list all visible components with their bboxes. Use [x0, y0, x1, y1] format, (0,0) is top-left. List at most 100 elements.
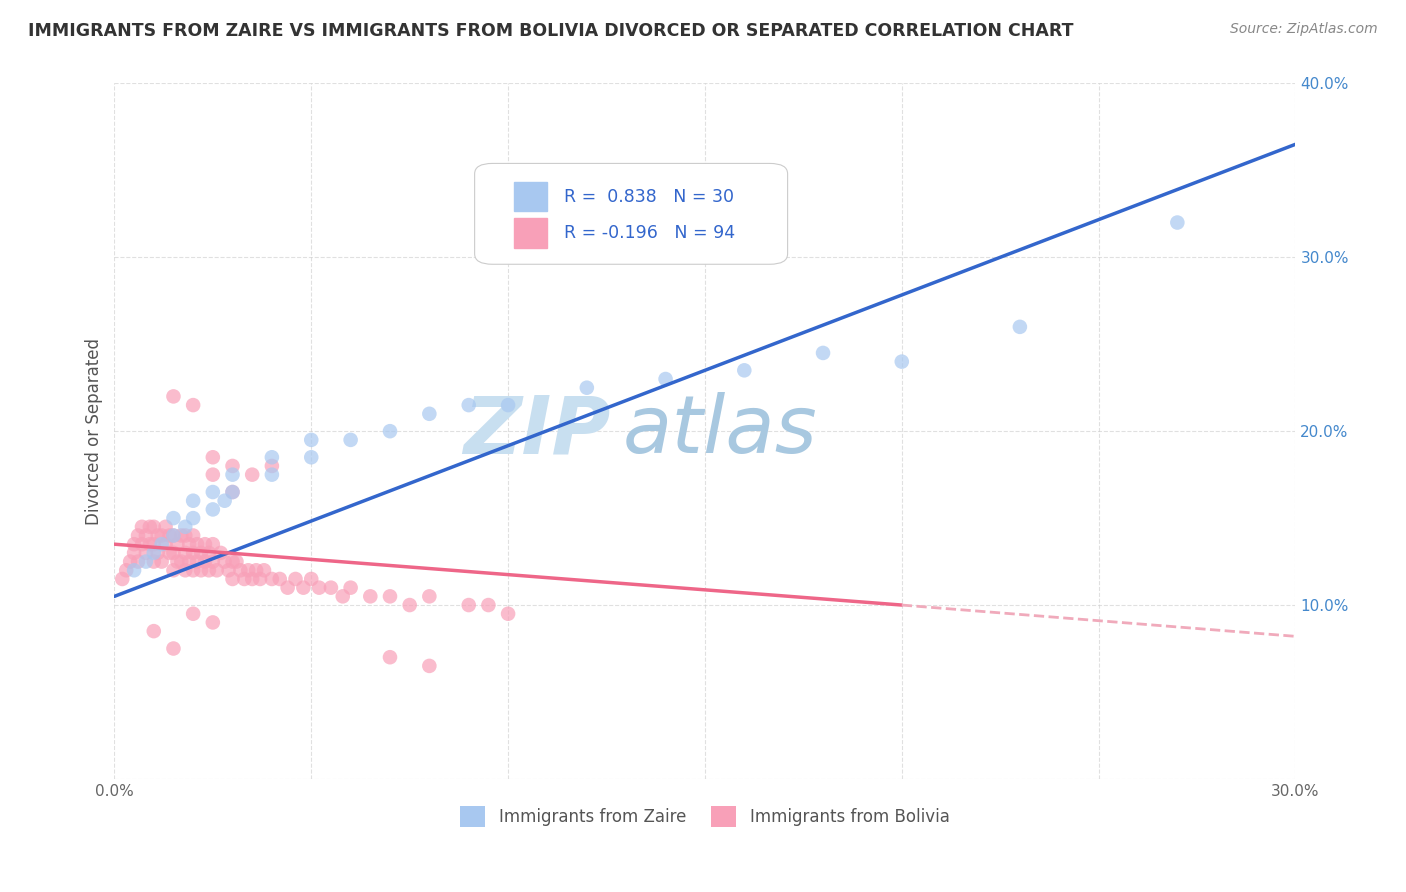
Point: [142, 555, 165, 569]
Y-axis label: Divorced or Separated: Divorced or Separated: [86, 338, 103, 524]
Point: [457, 598, 479, 612]
Point: [131, 520, 153, 534]
Point: [190, 563, 212, 577]
Point: [174, 520, 197, 534]
Point: [142, 624, 165, 639]
Point: [198, 563, 221, 577]
Point: [198, 546, 221, 560]
Point: [135, 555, 157, 569]
Text: R = -0.196   N = 94: R = -0.196 N = 94: [564, 224, 735, 242]
Point: [238, 563, 260, 577]
Point: [150, 555, 173, 569]
Point: [214, 493, 236, 508]
Point: [496, 607, 519, 621]
Point: [150, 537, 173, 551]
Point: [162, 563, 184, 577]
Point: [339, 581, 361, 595]
Point: [127, 528, 149, 542]
Point: [142, 520, 165, 534]
Point: [201, 615, 224, 630]
Point: [221, 458, 243, 473]
Point: [229, 563, 252, 577]
Point: [221, 467, 243, 482]
Point: [181, 546, 204, 560]
Point: [418, 407, 440, 421]
Point: [190, 546, 212, 560]
FancyBboxPatch shape: [513, 219, 547, 248]
Point: [209, 546, 232, 560]
Point: [221, 572, 243, 586]
Point: [418, 659, 440, 673]
Point: [378, 424, 401, 438]
Point: [260, 458, 283, 473]
Point: [139, 520, 162, 534]
Point: [319, 581, 342, 595]
Point: [221, 485, 243, 500]
Point: [181, 493, 204, 508]
Legend: Immigrants from Zaire, Immigrants from Bolivia: Immigrants from Zaire, Immigrants from B…: [454, 799, 956, 833]
Point: [159, 546, 181, 560]
Point: [1166, 215, 1188, 229]
Point: [155, 537, 177, 551]
Point: [162, 528, 184, 542]
Point: [308, 581, 330, 595]
Point: [477, 598, 499, 612]
Point: [299, 572, 322, 586]
Point: [457, 398, 479, 412]
Point: [135, 546, 157, 560]
Point: [201, 555, 224, 569]
Text: atlas: atlas: [623, 392, 817, 470]
Point: [181, 607, 204, 621]
Point: [162, 511, 184, 525]
Point: [146, 528, 169, 542]
Point: [260, 467, 283, 482]
Text: IMMIGRANTS FROM ZAIRE VS IMMIGRANTS FROM BOLIVIA DIVORCED OR SEPARATED CORRELATI: IMMIGRANTS FROM ZAIRE VS IMMIGRANTS FROM…: [28, 22, 1074, 40]
Point: [174, 563, 197, 577]
Point: [127, 555, 149, 569]
Point: [166, 537, 188, 551]
Point: [269, 572, 291, 586]
Point: [194, 555, 217, 569]
Point: [253, 563, 276, 577]
Point: [142, 546, 165, 560]
Point: [150, 528, 173, 542]
Point: [142, 537, 165, 551]
Point: [398, 598, 420, 612]
Point: [240, 572, 263, 586]
Point: [181, 563, 204, 577]
Point: [122, 563, 145, 577]
Point: [260, 450, 283, 465]
Point: [205, 563, 228, 577]
Point: [139, 537, 162, 551]
Point: [221, 555, 243, 569]
Point: [245, 563, 267, 577]
Point: [186, 555, 208, 569]
Point: [115, 563, 138, 577]
Point: [221, 485, 243, 500]
Point: [166, 555, 188, 569]
Point: [122, 546, 145, 560]
Point: [378, 590, 401, 604]
Point: [181, 528, 204, 542]
Point: [186, 537, 208, 551]
Point: [733, 363, 755, 377]
Point: [155, 520, 177, 534]
Point: [162, 528, 184, 542]
Point: [174, 546, 197, 560]
Text: Source: ZipAtlas.com: Source: ZipAtlas.com: [1230, 22, 1378, 37]
Text: ZIP: ZIP: [463, 392, 610, 470]
Point: [240, 467, 263, 482]
Point: [890, 354, 912, 368]
FancyBboxPatch shape: [475, 163, 787, 264]
Point: [146, 546, 169, 560]
Point: [811, 346, 834, 360]
Point: [120, 555, 142, 569]
Point: [249, 572, 271, 586]
Point: [575, 381, 598, 395]
Point: [378, 650, 401, 665]
Point: [225, 555, 247, 569]
Point: [1008, 319, 1031, 334]
Point: [122, 537, 145, 551]
Point: [194, 537, 217, 551]
Point: [218, 563, 240, 577]
